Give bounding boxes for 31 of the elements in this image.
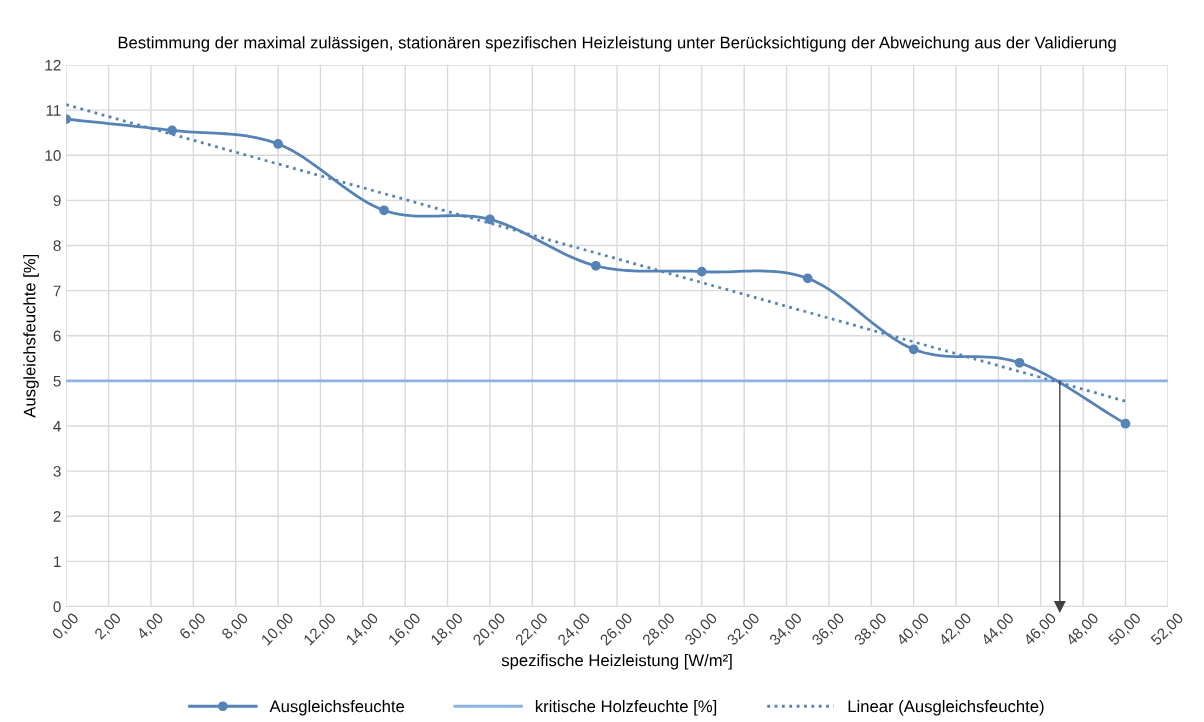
- y-tick-label: 2: [53, 511, 61, 522]
- x-axis-title: spezifische Heizleistung [W/m²]: [501, 654, 732, 670]
- y-tick-label: 1: [54, 556, 61, 567]
- y-axis-title: Ausgleichsfeuchte [%]: [23, 254, 39, 418]
- y-tick-label: 6: [53, 330, 61, 342]
- point: [1014, 357, 1025, 368]
- y-tick-label: 8: [53, 240, 61, 252]
- point: [1120, 418, 1131, 429]
- y-tick-label: 3: [53, 465, 61, 477]
- legend-label: kritische Holzfeuchte [%]: [535, 700, 717, 716]
- y-tick-label: 4: [53, 421, 61, 432]
- legend-label: Linear (Ausgleichsfeuchte): [848, 700, 1044, 716]
- point: [273, 139, 283, 149]
- legend-label: Ausgleichsfeuchte: [269, 700, 405, 716]
- y-tick-label: 11: [46, 105, 61, 116]
- point: [696, 266, 707, 277]
- point: [591, 260, 601, 271]
- point: [802, 273, 813, 284]
- point: [1054, 600, 1066, 613]
- chart-title: Bestimmung der maximal zulässigen, stationären spezifischen Heizleistung unter Berücksichtigung der Abweichung aus der Validierung: [118, 36, 1116, 52]
- y-tick-label: 9: [53, 195, 61, 207]
- y-tick-label: 10: [45, 150, 61, 161]
- y-tick-label: 12: [45, 59, 61, 71]
- y-tick-label: 7: [53, 285, 61, 297]
- point: [908, 344, 919, 355]
- point: [167, 125, 178, 136]
- point: [379, 205, 389, 216]
- x-tick-label: 4,00: [135, 612, 166, 642]
- y-tick-label: 0: [53, 601, 61, 613]
- y-tick-label: 5: [53, 375, 61, 387]
- point: [485, 214, 495, 225]
